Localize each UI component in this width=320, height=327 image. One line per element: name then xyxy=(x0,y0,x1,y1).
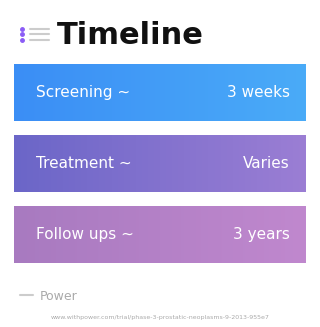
Text: Varies: Varies xyxy=(243,156,290,171)
Text: Power: Power xyxy=(39,290,77,303)
Text: Treatment ~: Treatment ~ xyxy=(36,156,132,171)
Text: 3 years: 3 years xyxy=(233,227,290,242)
Text: www.withpower.com/trial/phase-3-prostatic-neoplasms-9-2013-955e7: www.withpower.com/trial/phase-3-prostati… xyxy=(51,315,269,320)
Text: Timeline: Timeline xyxy=(57,21,204,50)
Text: Follow ups ~: Follow ups ~ xyxy=(36,227,134,242)
Text: 3 weeks: 3 weeks xyxy=(227,85,290,100)
Text: Screening ~: Screening ~ xyxy=(36,85,131,100)
